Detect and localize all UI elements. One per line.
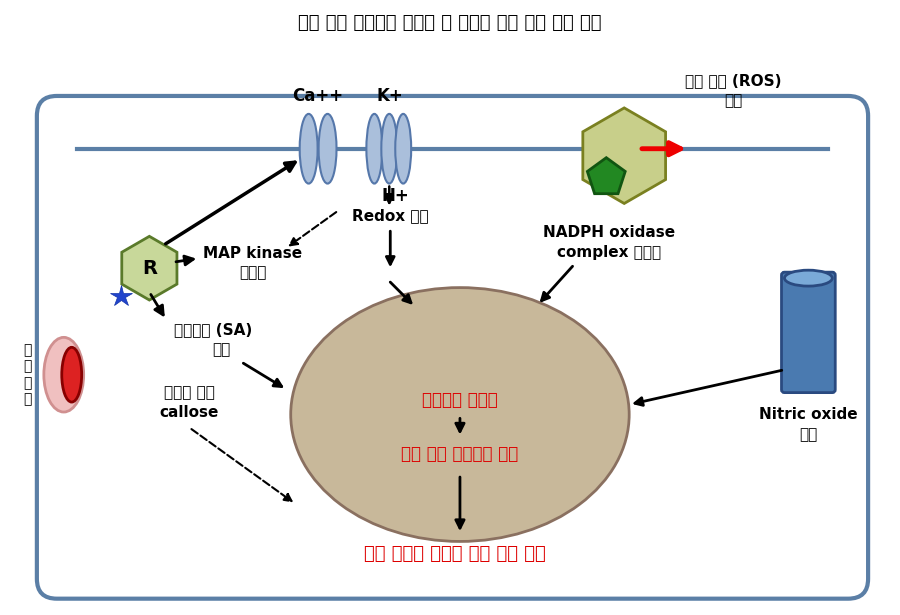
Text: NADPH oxidase: NADPH oxidase [544, 225, 675, 240]
Text: 활성화: 활성화 [239, 264, 266, 280]
Polygon shape [122, 236, 177, 300]
Ellipse shape [44, 338, 84, 412]
Text: 생성: 생성 [799, 427, 817, 442]
Text: Nitric oxide: Nitric oxide [759, 407, 858, 422]
Text: 활성 산소 (ROS): 활성 산소 (ROS) [686, 74, 782, 89]
Polygon shape [588, 157, 626, 194]
Text: 전사인자 활성화: 전사인자 활성화 [422, 391, 498, 408]
Text: 항균 물질의 생성과 세포 치사 반응: 항균 물질의 생성과 세포 치사 반응 [364, 545, 546, 563]
FancyBboxPatch shape [781, 272, 835, 392]
Ellipse shape [300, 114, 318, 183]
Text: 식물 세포 수준에서 다양한 병 저항성 방어 신호 전달 기작: 식물 세포 수준에서 다양한 병 저항성 방어 신호 전달 기작 [298, 14, 602, 33]
Text: H+: H+ [382, 186, 410, 205]
Ellipse shape [395, 114, 411, 183]
Text: K+: K+ [377, 87, 403, 105]
Text: complex 활성화: complex 활성화 [557, 245, 662, 260]
Text: Redox 변화: Redox 변화 [352, 208, 428, 223]
Ellipse shape [62, 347, 82, 402]
Text: 생산: 생산 [724, 93, 742, 108]
Text: 방어 관련 유전자의 발현: 방어 관련 유전자의 발현 [401, 445, 518, 463]
Text: R: R [142, 259, 157, 278]
Text: 세포벽 축적: 세포벽 축적 [164, 385, 214, 400]
Text: Ca++: Ca++ [292, 87, 343, 105]
Ellipse shape [785, 270, 832, 286]
Text: MAP kinase: MAP kinase [203, 246, 302, 261]
Ellipse shape [319, 114, 337, 183]
FancyBboxPatch shape [37, 96, 868, 598]
Text: 살리실산 (SA): 살리실산 (SA) [174, 322, 252, 338]
Text: 미
병
원
체: 미 병 원 체 [23, 343, 32, 406]
Text: callose: callose [159, 405, 219, 420]
Ellipse shape [382, 114, 397, 183]
Ellipse shape [366, 114, 382, 183]
Text: 축적: 축적 [212, 343, 230, 357]
Polygon shape [583, 108, 666, 204]
Ellipse shape [291, 288, 629, 541]
